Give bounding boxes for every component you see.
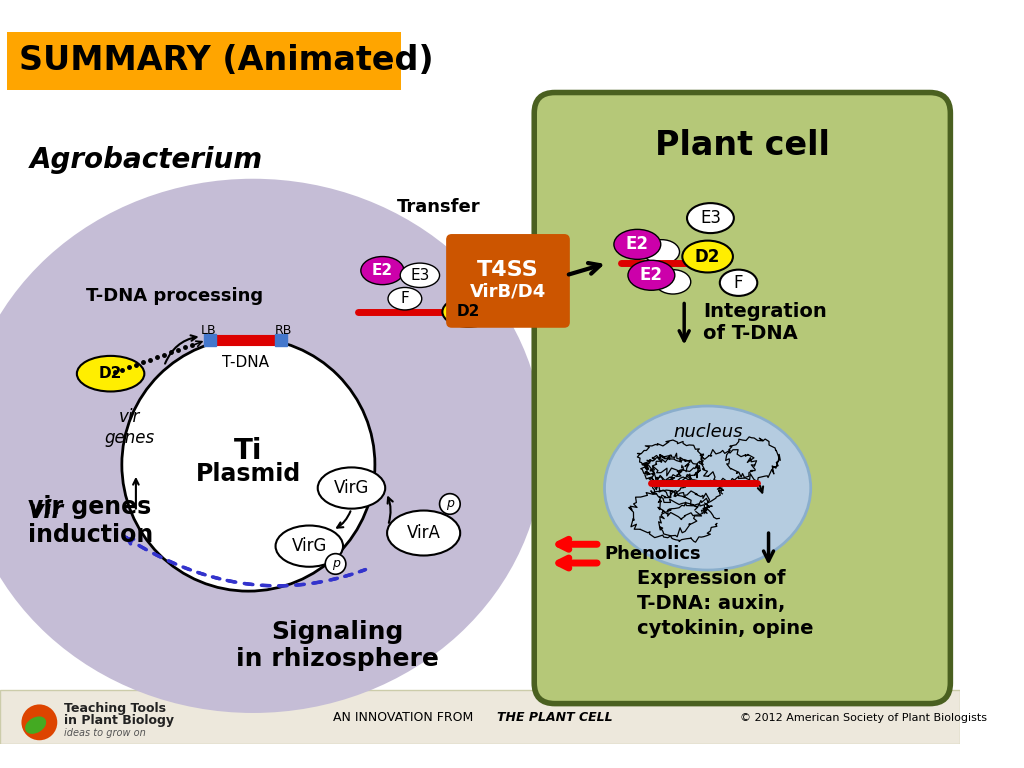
Text: vir genes
induction: vir genes induction — [28, 495, 154, 547]
Ellipse shape — [644, 240, 680, 264]
Ellipse shape — [628, 260, 675, 290]
Text: Plant cell: Plant cell — [655, 130, 829, 163]
Text: Expression of
T-DNA: auxin,
cytokinin, opine: Expression of T-DNA: auxin, cytokinin, o… — [637, 569, 814, 637]
Text: nucleus: nucleus — [673, 423, 742, 441]
Text: E2: E2 — [626, 235, 649, 253]
Text: F: F — [400, 291, 410, 306]
Text: ideas to grow on: ideas to grow on — [63, 727, 145, 737]
Text: T-DNA processing: T-DNA processing — [86, 287, 263, 305]
Text: Integration
of T-DNA: Integration of T-DNA — [702, 302, 826, 343]
FancyBboxPatch shape — [535, 92, 950, 703]
Ellipse shape — [655, 270, 691, 294]
Bar — [0, 690, 959, 744]
Text: E2: E2 — [372, 263, 393, 278]
Text: T-DNA: T-DNA — [222, 355, 269, 370]
Ellipse shape — [0, 179, 544, 713]
Text: THE PLANT CELL: THE PLANT CELL — [497, 711, 612, 724]
Text: © 2012 American Society of Plant Biologists: © 2012 American Society of Plant Biologi… — [740, 713, 987, 723]
Text: D2: D2 — [695, 247, 720, 266]
Text: T4SS: T4SS — [477, 260, 539, 280]
Text: F: F — [734, 273, 743, 292]
Text: E3: E3 — [700, 209, 721, 227]
Ellipse shape — [442, 297, 495, 327]
Ellipse shape — [604, 406, 811, 570]
Text: D2: D2 — [457, 304, 480, 319]
Ellipse shape — [388, 287, 422, 310]
Ellipse shape — [720, 270, 758, 296]
Text: Phenolics: Phenolics — [604, 545, 701, 563]
Text: Ti: Ti — [234, 436, 262, 465]
Circle shape — [326, 554, 346, 574]
Text: AN INNOVATION FROM: AN INNOVATION FROM — [333, 711, 477, 724]
Text: E3: E3 — [411, 268, 430, 283]
Ellipse shape — [317, 468, 385, 508]
Ellipse shape — [26, 717, 45, 733]
Ellipse shape — [682, 240, 733, 273]
Text: vir: vir — [28, 499, 63, 524]
Text: Plasmid: Plasmid — [196, 462, 301, 486]
FancyBboxPatch shape — [7, 31, 401, 90]
Text: Agrobacterium: Agrobacterium — [30, 146, 263, 174]
Text: vir
genes: vir genes — [104, 408, 155, 446]
Circle shape — [439, 494, 460, 515]
Text: VirG: VirG — [334, 479, 370, 497]
Text: p: p — [332, 558, 340, 571]
Text: p: p — [445, 498, 454, 511]
Text: SUMMARY (Animated): SUMMARY (Animated) — [18, 44, 433, 77]
Text: VirG: VirG — [292, 537, 327, 555]
Ellipse shape — [614, 230, 660, 260]
Text: RB: RB — [274, 324, 292, 337]
Text: VirB/D4: VirB/D4 — [470, 282, 546, 300]
Circle shape — [122, 338, 375, 591]
Text: Transfer: Transfer — [397, 198, 480, 216]
Text: Signaling
in rhizosphere: Signaling in rhizosphere — [236, 620, 439, 671]
Ellipse shape — [360, 257, 403, 285]
Ellipse shape — [387, 511, 460, 555]
Ellipse shape — [400, 263, 439, 287]
Text: D2: D2 — [99, 366, 122, 381]
Ellipse shape — [275, 525, 343, 567]
Text: E2: E2 — [640, 266, 663, 284]
Text: Teaching Tools: Teaching Tools — [63, 702, 166, 715]
Text: LB: LB — [201, 324, 216, 337]
Ellipse shape — [687, 203, 734, 233]
Ellipse shape — [77, 356, 144, 392]
FancyBboxPatch shape — [446, 234, 569, 328]
Text: in Plant Biology: in Plant Biology — [63, 714, 174, 727]
Circle shape — [23, 706, 56, 740]
Text: VirA: VirA — [407, 524, 440, 542]
